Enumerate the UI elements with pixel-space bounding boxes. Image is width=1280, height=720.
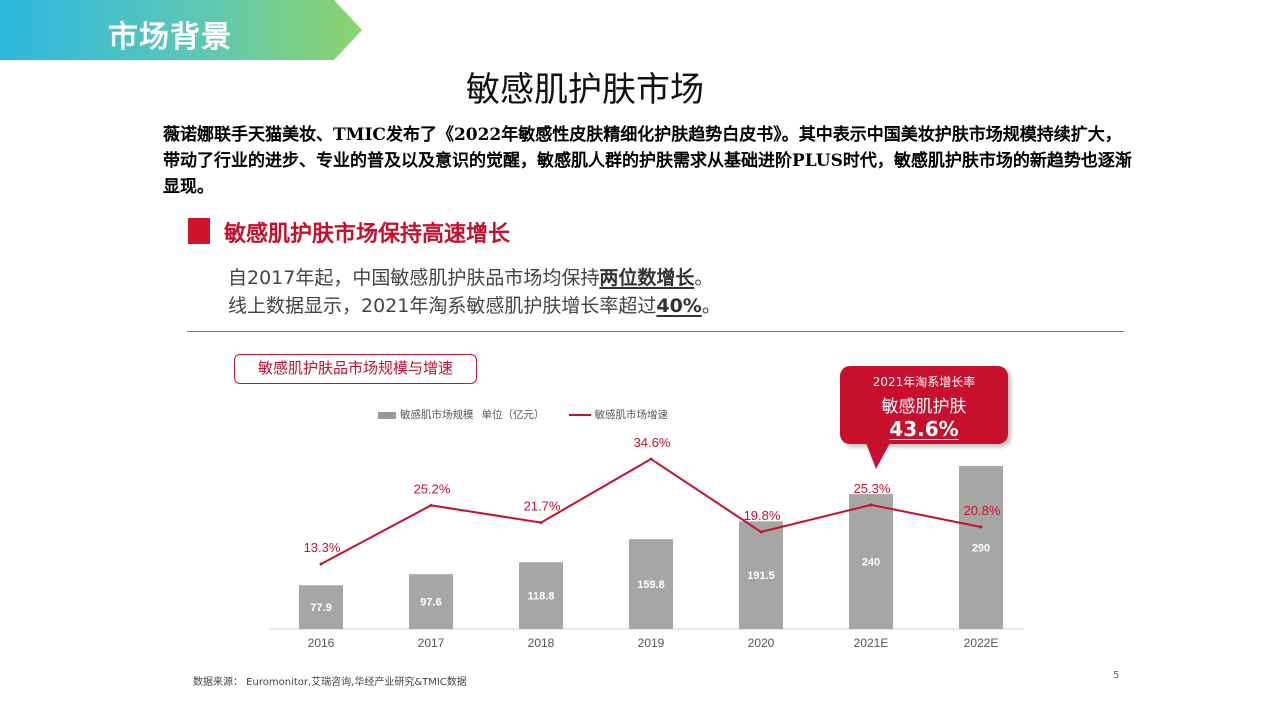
growth-point bbox=[429, 503, 433, 507]
growth-statement: 自2017年起，中国敏感肌护肤品市场均保持两位数增长。 bbox=[228, 263, 713, 290]
callout-caption: 2021年淘系增长率 bbox=[872, 375, 976, 389]
x-tick-label: 2019 bbox=[638, 636, 665, 650]
growth-value-label: 20.8% bbox=[964, 503, 1001, 518]
x-tick-label: 2018 bbox=[528, 636, 555, 650]
growth-point bbox=[979, 525, 983, 529]
bar-2022E bbox=[959, 466, 1003, 629]
chart-title-box: 敏感肌护肤品市场规模与增速 bbox=[234, 354, 477, 384]
legend-unit: 单位（亿元） bbox=[481, 409, 545, 421]
bar-value-label: 290 bbox=[972, 543, 990, 555]
x-tick-label: 2016 bbox=[308, 636, 335, 650]
bar-value-label: 77.9 bbox=[310, 602, 331, 614]
section-title: 敏感肌护肤市场保持高速增长 bbox=[224, 222, 511, 247]
growth-point bbox=[759, 530, 763, 534]
legend-line-swatch bbox=[568, 414, 591, 416]
growth-value-label: 13.3% bbox=[304, 540, 341, 555]
bar-value-label: 118.8 bbox=[528, 591, 555, 603]
bar-value-label: 191.5 bbox=[747, 570, 775, 582]
callout-value: 43.6% bbox=[889, 417, 959, 441]
online-statement-end: 。 bbox=[701, 295, 721, 317]
legend-line-label: 敏感肌市场增速 bbox=[594, 409, 669, 421]
growth-value-label: 25.2% bbox=[414, 481, 451, 496]
growth-statement-text: 自2017年起，中国敏感肌护肤品市场均保持 bbox=[228, 267, 600, 289]
growth-point bbox=[869, 503, 873, 507]
x-tick-label: 2020 bbox=[748, 636, 775, 650]
bar-2021E bbox=[849, 494, 893, 629]
growth-value-label: 19.8% bbox=[744, 508, 781, 523]
growth-point bbox=[649, 457, 653, 461]
online-statement: 线上数据显示，2021年淘系敏感肌护肤增长率超过40%。 bbox=[228, 291, 721, 318]
online-highlight: 40% bbox=[656, 295, 702, 317]
x-tick-label: 2022E bbox=[964, 636, 999, 650]
bar-2020 bbox=[739, 521, 783, 629]
growth-value-label: 34.6% bbox=[634, 435, 671, 450]
data-source-note: 数据来源： Euromonitor,艾瑞咨询,华经产业研究&TMIC数据 bbox=[193, 677, 467, 688]
growth-highlight: 两位数增长 bbox=[599, 267, 695, 289]
legend-bar-label: 敏感肌市场规模 bbox=[400, 409, 474, 421]
x-tick-label: 2017 bbox=[418, 636, 445, 650]
growth-value-label: 25.3% bbox=[854, 481, 891, 496]
growth-point bbox=[539, 521, 543, 525]
callout-pointer bbox=[866, 443, 890, 469]
section-marker bbox=[188, 218, 210, 244]
bar-2017 bbox=[409, 574, 453, 629]
section-divider bbox=[187, 331, 1124, 332]
bar-2016 bbox=[299, 585, 343, 629]
bar-2018 bbox=[519, 562, 563, 629]
legend-bar-swatch bbox=[378, 411, 396, 419]
chart-legend: 敏感肌市场规模 单位（亿元） 敏感肌市场增速 bbox=[378, 407, 668, 422]
intro-paragraph: 薇诺娜联手天猫美妆、TMIC发布了《2022年敏感性皮肤精细化护肤趋势白皮书》。… bbox=[163, 125, 1132, 197]
page-title: 敏感肌护肤市场 bbox=[466, 70, 704, 110]
callout-box: 2021年淘系增长率 敏感肌护肤 43.6% bbox=[840, 366, 1008, 444]
online-statement-text: 线上数据显示，2021年淘系敏感肌护肤增长率超过 bbox=[228, 295, 657, 317]
growth-statement-end: 。 bbox=[694, 267, 714, 289]
bar-value-label: 159.8 bbox=[637, 579, 665, 591]
growth-point bbox=[319, 562, 323, 566]
bar-2019 bbox=[629, 539, 673, 629]
x-tick-label: 2021E bbox=[854, 636, 889, 650]
bar-value-label: 97.6 bbox=[420, 597, 441, 609]
banner-label: 市场背景 bbox=[108, 20, 232, 55]
page-number: 5 bbox=[1113, 670, 1120, 681]
callout-subject: 敏感肌护肤 bbox=[881, 397, 967, 417]
growth-value-label: 21.7% bbox=[524, 499, 561, 514]
market-chart: 77.9 2016 97.6 2017 118.8 2018 159.8 2019 191.5 2… bbox=[270, 435, 1024, 650]
section-banner bbox=[0, 0, 362, 60]
bar-value-label: 240 bbox=[862, 557, 880, 569]
